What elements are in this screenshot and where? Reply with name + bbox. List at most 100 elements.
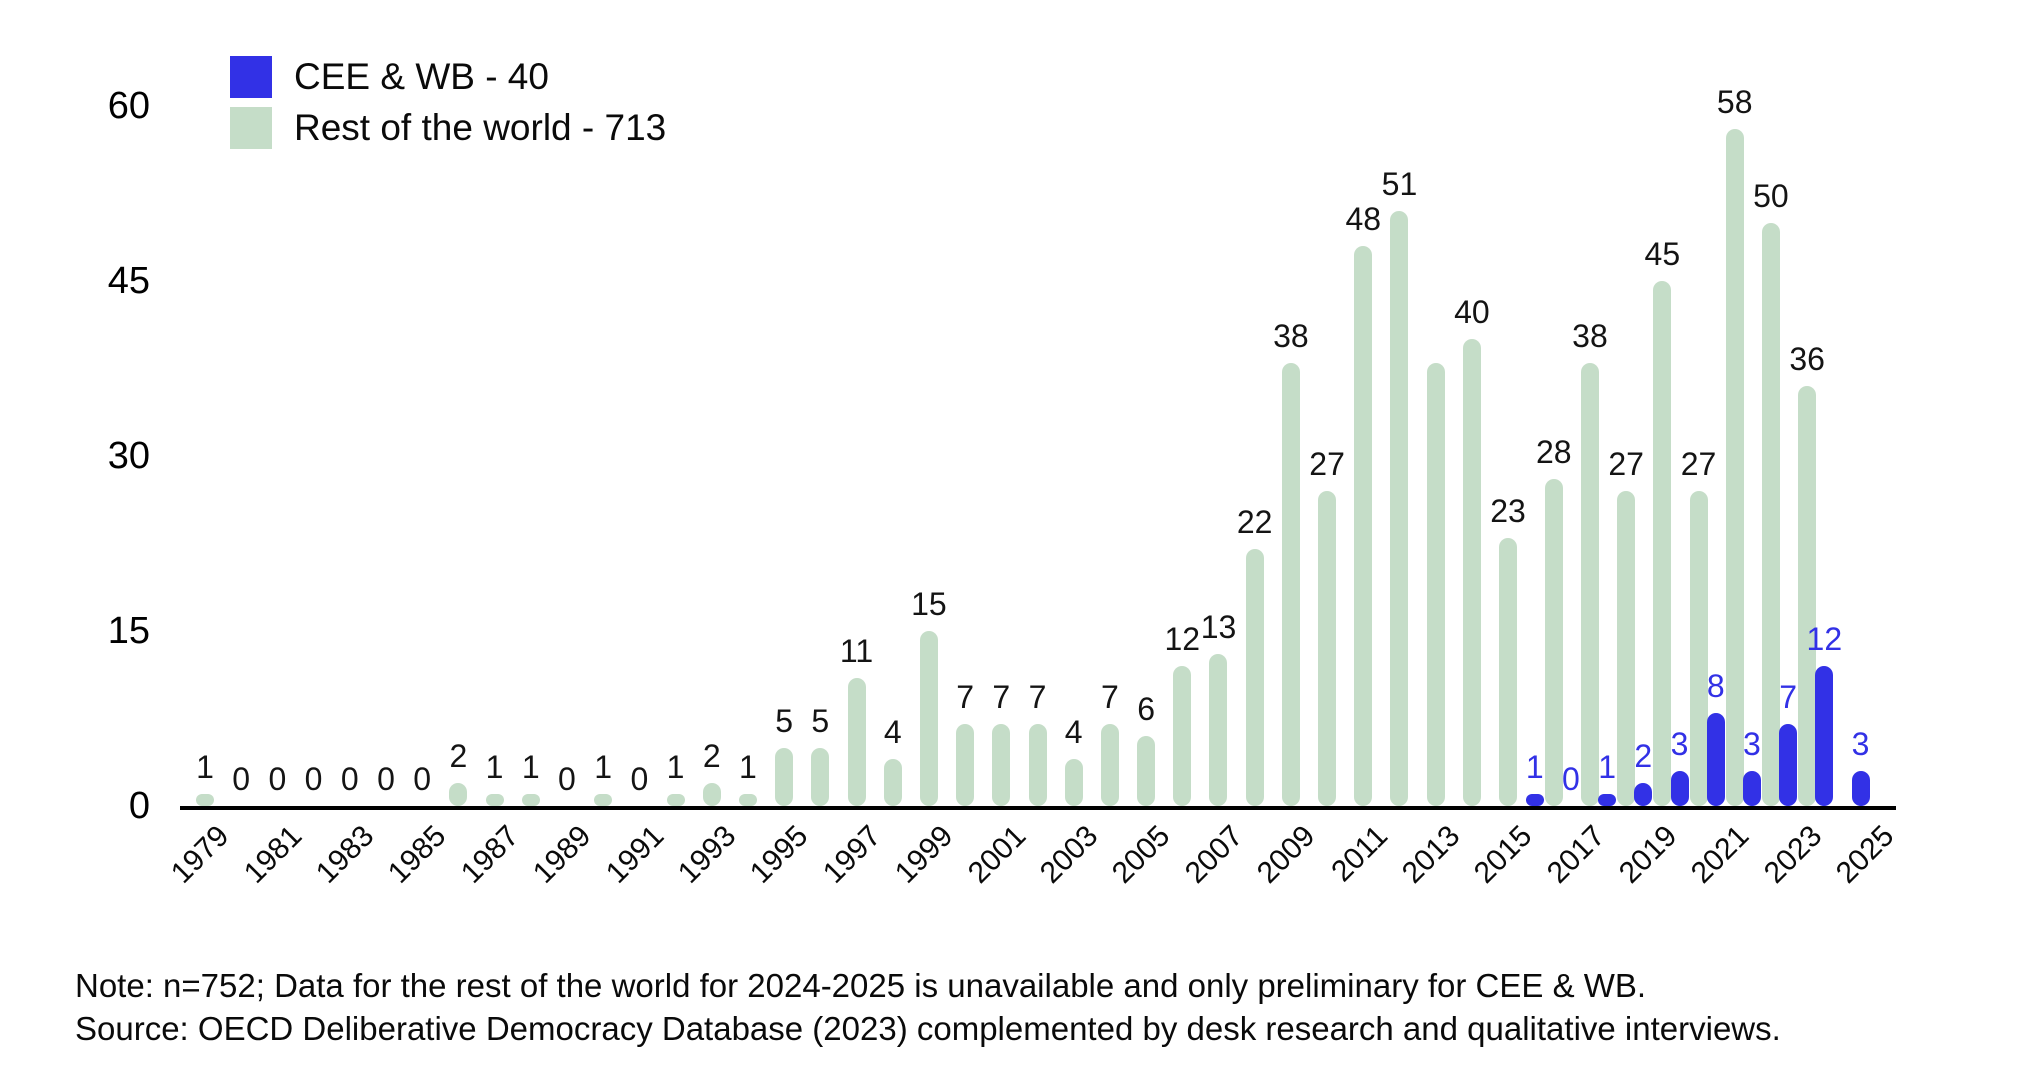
bar-label-rest-of-world-1980: 0	[232, 761, 251, 797]
bar-rest-of-world-2021	[1725, 129, 1744, 806]
y-tick-label-45: 45	[107, 260, 150, 302]
bar-rest-of-world-1986	[449, 782, 468, 806]
x-tick-label-1987: 1987	[454, 819, 526, 890]
bar-label-rest-of-world-1982: 0	[304, 761, 323, 797]
bar-rest-of-world-1994	[738, 794, 757, 806]
bar-rest-of-world-2007	[1209, 654, 1228, 806]
bar-rest-of-world-1990	[594, 794, 613, 806]
bar-label-cee-wb-2023: 7	[1779, 679, 1797, 716]
bar-label-rest-of-world-2016: 28	[1535, 434, 1572, 471]
bar-label-rest-of-world-2004: 7	[1100, 679, 1119, 716]
x-tick-label-2011: 2011	[1324, 819, 1394, 889]
bar-label-rest-of-world-1990: 1	[594, 749, 613, 786]
bar-label-cee-wb-2019: 2	[1634, 737, 1653, 774]
bar-label-rest-of-world-2002: 7	[1028, 679, 1047, 716]
bar-cee-wb-2018	[1598, 794, 1617, 806]
y-tick-label-60: 60	[107, 85, 150, 127]
bar-label-rest-of-world-2006: 12	[1164, 621, 1201, 657]
bar-label-rest-of-world-1994: 1	[739, 749, 757, 786]
bar-label-rest-of-world-1993: 2	[702, 737, 721, 774]
bar-rest-of-world-2000	[956, 724, 975, 806]
x-tick-label-2007: 2007	[1178, 819, 1250, 890]
bar-label-rest-of-world-2007: 13	[1200, 609, 1237, 646]
bar-cee-wb-2022	[1742, 771, 1761, 806]
bar-rest-of-world-2017	[1580, 362, 1599, 806]
x-tick-label-1979: 1979	[165, 819, 236, 890]
bar-cee-wb-2023	[1779, 724, 1798, 806]
x-tick-label-2015: 2015	[1468, 819, 1539, 890]
bar-rest-of-world-1993	[702, 782, 721, 806]
bar-cee-wb-2016	[1525, 794, 1544, 806]
bar-cee-wb-2021	[1706, 712, 1725, 806]
bar-rest-of-world-2012	[1390, 211, 1409, 806]
x-tick-label-2001: 2001	[961, 819, 1032, 890]
bar-label-rest-of-world-2000: 7	[956, 679, 974, 716]
x-tick-label-1993: 1993	[671, 819, 743, 890]
bar-rest-of-world-1998	[883, 759, 902, 806]
bar-rest-of-world-2018	[1617, 491, 1636, 806]
bar-rest-of-world-1997	[847, 677, 866, 806]
bar-rest-of-world-2006	[1173, 666, 1192, 806]
bar-label-rest-of-world-1983: 0	[340, 761, 359, 797]
bar-rest-of-world-2014	[1462, 339, 1481, 806]
legend-item-rest-of-world: Rest of the world - 713	[230, 107, 666, 149]
bar-rest-of-world-2019	[1653, 281, 1672, 806]
bar-label-rest-of-world-2010: 27	[1309, 446, 1345, 482]
bar-label-rest-of-world-1999: 15	[911, 586, 947, 622]
bar-label-cee-wb-2020: 3	[1670, 726, 1689, 762]
bar-label-rest-of-world-1989: 0	[558, 761, 576, 797]
bar-label-rest-of-world-1981: 0	[268, 761, 287, 797]
bar-label-rest-of-world-1997: 11	[839, 632, 874, 669]
bar-rest-of-world-2005	[1137, 736, 1156, 806]
legend-swatch-rest-of-world	[230, 107, 272, 149]
bar-rest-of-world-1996	[811, 747, 830, 806]
bar-label-rest-of-world-2015: 23	[1490, 492, 1526, 529]
footnote: Note: n=752; Data for the rest of the wo…	[75, 964, 1781, 1050]
bar-rest-of-world-2013	[1426, 362, 1445, 806]
bar-rest-of-world-2004	[1100, 724, 1119, 806]
bar-label-cee-wb-2025: 3	[1851, 726, 1870, 762]
x-tick-label-1997: 1997	[816, 819, 888, 890]
x-tick-label-1991: 1991	[599, 819, 670, 890]
bar-cee-wb-2019	[1634, 782, 1653, 806]
bar-label-rest-of-world-2009: 38	[1273, 317, 1309, 354]
x-tick-label-1999: 1999	[889, 819, 960, 890]
y-tick-label-0: 0	[128, 785, 150, 827]
x-tick-label-2019: 2019	[1612, 819, 1684, 890]
bar-label-rest-of-world-1992: 1	[666, 749, 685, 786]
bar-rest-of-world-1992	[666, 794, 685, 806]
legend: CEE & WB - 40 Rest of the world - 713	[230, 56, 666, 158]
bar-label-rest-of-world-1991: 0	[630, 761, 649, 797]
y-tick-label-30: 30	[107, 435, 150, 477]
bar-label-cee-wb-2024: 12	[1806, 621, 1843, 657]
bar-label-rest-of-world-2019: 45	[1644, 236, 1681, 272]
bar-cee-wb-2025	[1851, 771, 1870, 806]
bar-label-rest-of-world-1987: 1	[485, 749, 504, 786]
x-tick-label-2003: 2003	[1033, 819, 1105, 890]
bar-rest-of-world-2001	[992, 724, 1011, 806]
bar-label-rest-of-world-1986: 2	[449, 737, 468, 774]
bar-label-rest-of-world-2005: 6	[1137, 691, 1155, 727]
x-tick-label-1995: 1995	[744, 819, 815, 890]
bar-rest-of-world-2008	[1245, 549, 1264, 806]
bar-label-rest-of-world-2020: 27	[1680, 446, 1717, 482]
bar-label-cee-wb-2022: 3	[1743, 726, 1761, 762]
bar-rest-of-world-2011	[1354, 246, 1373, 806]
bar-rest-of-world-2020	[1689, 491, 1708, 806]
bar-label-rest-of-world-2017: 38	[1572, 317, 1608, 354]
bar-label-rest-of-world-2001: 7	[992, 679, 1011, 716]
bar-label-rest-of-world-2023: 36	[1789, 341, 1825, 377]
bar-label-rest-of-world-1985: 0	[413, 761, 432, 797]
x-tick-label-1989: 1989	[527, 819, 598, 890]
bar-rest-of-world-2016	[1544, 479, 1563, 806]
bar-label-cee-wb-2017: 0	[1562, 761, 1580, 797]
x-tick-label-2013: 2013	[1395, 819, 1467, 890]
bar-rest-of-world-2015	[1499, 537, 1518, 806]
legend-label-cee-wb: CEE & WB - 40	[294, 56, 549, 97]
bar-label-cee-wb-2016: 1	[1525, 749, 1544, 786]
bar-label-rest-of-world-1988: 1	[521, 749, 540, 786]
bar-label-rest-of-world-2003: 4	[1064, 714, 1083, 751]
x-tick-label-1985: 1985	[382, 819, 453, 890]
x-tick-label-2023: 2023	[1757, 819, 1829, 890]
